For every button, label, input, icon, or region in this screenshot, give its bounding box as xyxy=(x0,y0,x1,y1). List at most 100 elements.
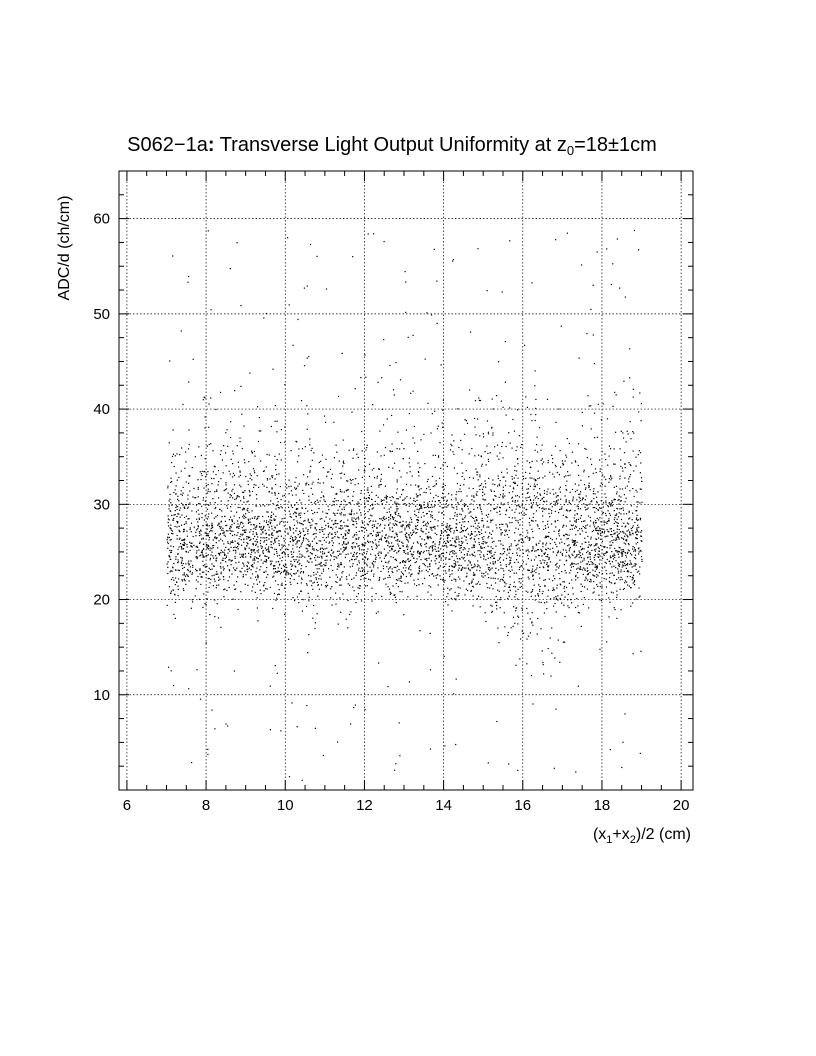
scatter-point xyxy=(566,517,568,519)
scatter-point xyxy=(296,556,298,558)
scatter-point xyxy=(471,447,473,450)
scatter-point xyxy=(388,519,390,521)
scatter-point xyxy=(567,510,569,512)
scatter-point xyxy=(627,549,629,551)
scatter-point xyxy=(399,379,402,381)
scatter-point xyxy=(596,574,598,576)
scatter-point xyxy=(279,530,281,532)
scatter-point xyxy=(590,538,592,540)
scatter-point xyxy=(442,399,444,401)
scatter-point xyxy=(234,546,236,548)
scatter-point xyxy=(351,510,353,512)
scatter-point xyxy=(584,520,586,522)
scatter-point xyxy=(211,524,213,527)
scatter-point xyxy=(260,540,262,542)
scatter-point xyxy=(624,580,626,582)
scatter-point xyxy=(401,580,403,583)
scatter-point xyxy=(432,454,434,456)
scatter-point xyxy=(576,513,578,515)
scatter-point xyxy=(337,565,339,567)
scatter-point xyxy=(255,528,257,530)
scatter-point xyxy=(350,611,352,613)
scatter-point xyxy=(512,625,514,627)
scatter-point xyxy=(453,693,455,695)
scatter-point xyxy=(293,551,295,553)
scatter-point xyxy=(250,577,252,579)
scatter-point xyxy=(349,513,351,515)
scatter-point xyxy=(300,512,302,514)
scatter-point xyxy=(472,567,474,569)
scatter-point xyxy=(585,509,587,511)
scatter-point xyxy=(412,334,414,336)
scatter-point xyxy=(258,486,260,488)
scatter-point xyxy=(622,553,624,555)
scatter-point xyxy=(463,567,465,569)
scatter-point xyxy=(218,522,220,524)
scatter-point xyxy=(228,586,230,589)
scatter-point xyxy=(445,563,447,565)
scatter-point xyxy=(316,564,318,566)
scatter-point xyxy=(555,564,557,566)
scatter-point xyxy=(256,579,258,581)
scatter-point xyxy=(626,513,628,515)
scatter-point xyxy=(276,524,278,526)
scatter-point xyxy=(175,493,177,495)
scatter-point xyxy=(290,568,292,570)
scatter-point xyxy=(515,590,517,592)
scatter-point xyxy=(222,529,224,531)
scatter-point xyxy=(475,527,477,529)
scatter-point xyxy=(517,528,519,530)
scatter-point xyxy=(614,514,616,516)
scatter-point xyxy=(283,537,285,539)
scatter-point xyxy=(257,536,259,538)
scatter-point xyxy=(239,570,241,572)
scatter-point xyxy=(355,531,357,534)
scatter-point xyxy=(485,559,487,561)
scatter-point xyxy=(577,506,579,508)
scatter-point xyxy=(463,504,466,507)
scatter-point xyxy=(515,610,517,612)
scatter-point xyxy=(212,547,214,549)
scatter-point xyxy=(172,533,174,535)
scatter-point xyxy=(398,722,400,724)
scatter-point xyxy=(311,509,313,511)
scatter-point xyxy=(336,512,338,514)
scatter-point xyxy=(287,572,289,574)
scatter-point xyxy=(589,556,591,558)
scatter-point xyxy=(606,248,608,250)
scatter-point xyxy=(391,414,393,417)
scatter-point xyxy=(442,464,444,466)
scatter-point xyxy=(517,769,519,771)
scatter-point xyxy=(174,455,176,457)
scatter-point xyxy=(306,405,308,407)
scatter-point xyxy=(479,531,481,533)
scatter-point xyxy=(387,552,389,554)
scatter-point xyxy=(616,578,618,580)
scatter-point xyxy=(627,562,629,565)
scatter-point xyxy=(322,754,324,757)
scatter-point xyxy=(265,570,267,572)
scatter-point xyxy=(540,601,542,604)
scatter-point xyxy=(386,496,389,498)
scatter-point xyxy=(565,501,567,503)
scatter-point xyxy=(210,527,212,530)
scatter-point xyxy=(618,537,620,539)
scatter-point xyxy=(321,565,323,567)
scatter-point xyxy=(618,532,620,535)
scatter-point xyxy=(395,534,397,536)
scatter-point xyxy=(573,544,575,546)
scatter-point xyxy=(593,587,595,589)
scatter-point xyxy=(527,483,530,485)
scatter-point xyxy=(533,584,535,586)
scatter-point xyxy=(410,564,412,566)
scatter-point xyxy=(455,555,458,557)
scatter-point xyxy=(305,537,307,540)
scatter-point xyxy=(214,507,216,510)
scatter-point xyxy=(418,573,420,575)
scatter-point xyxy=(625,567,627,569)
scatter-point xyxy=(323,563,325,566)
scatter-point xyxy=(202,554,204,556)
scatter-point xyxy=(294,599,296,602)
scatter-point xyxy=(517,615,519,617)
scatter-point xyxy=(554,578,556,580)
